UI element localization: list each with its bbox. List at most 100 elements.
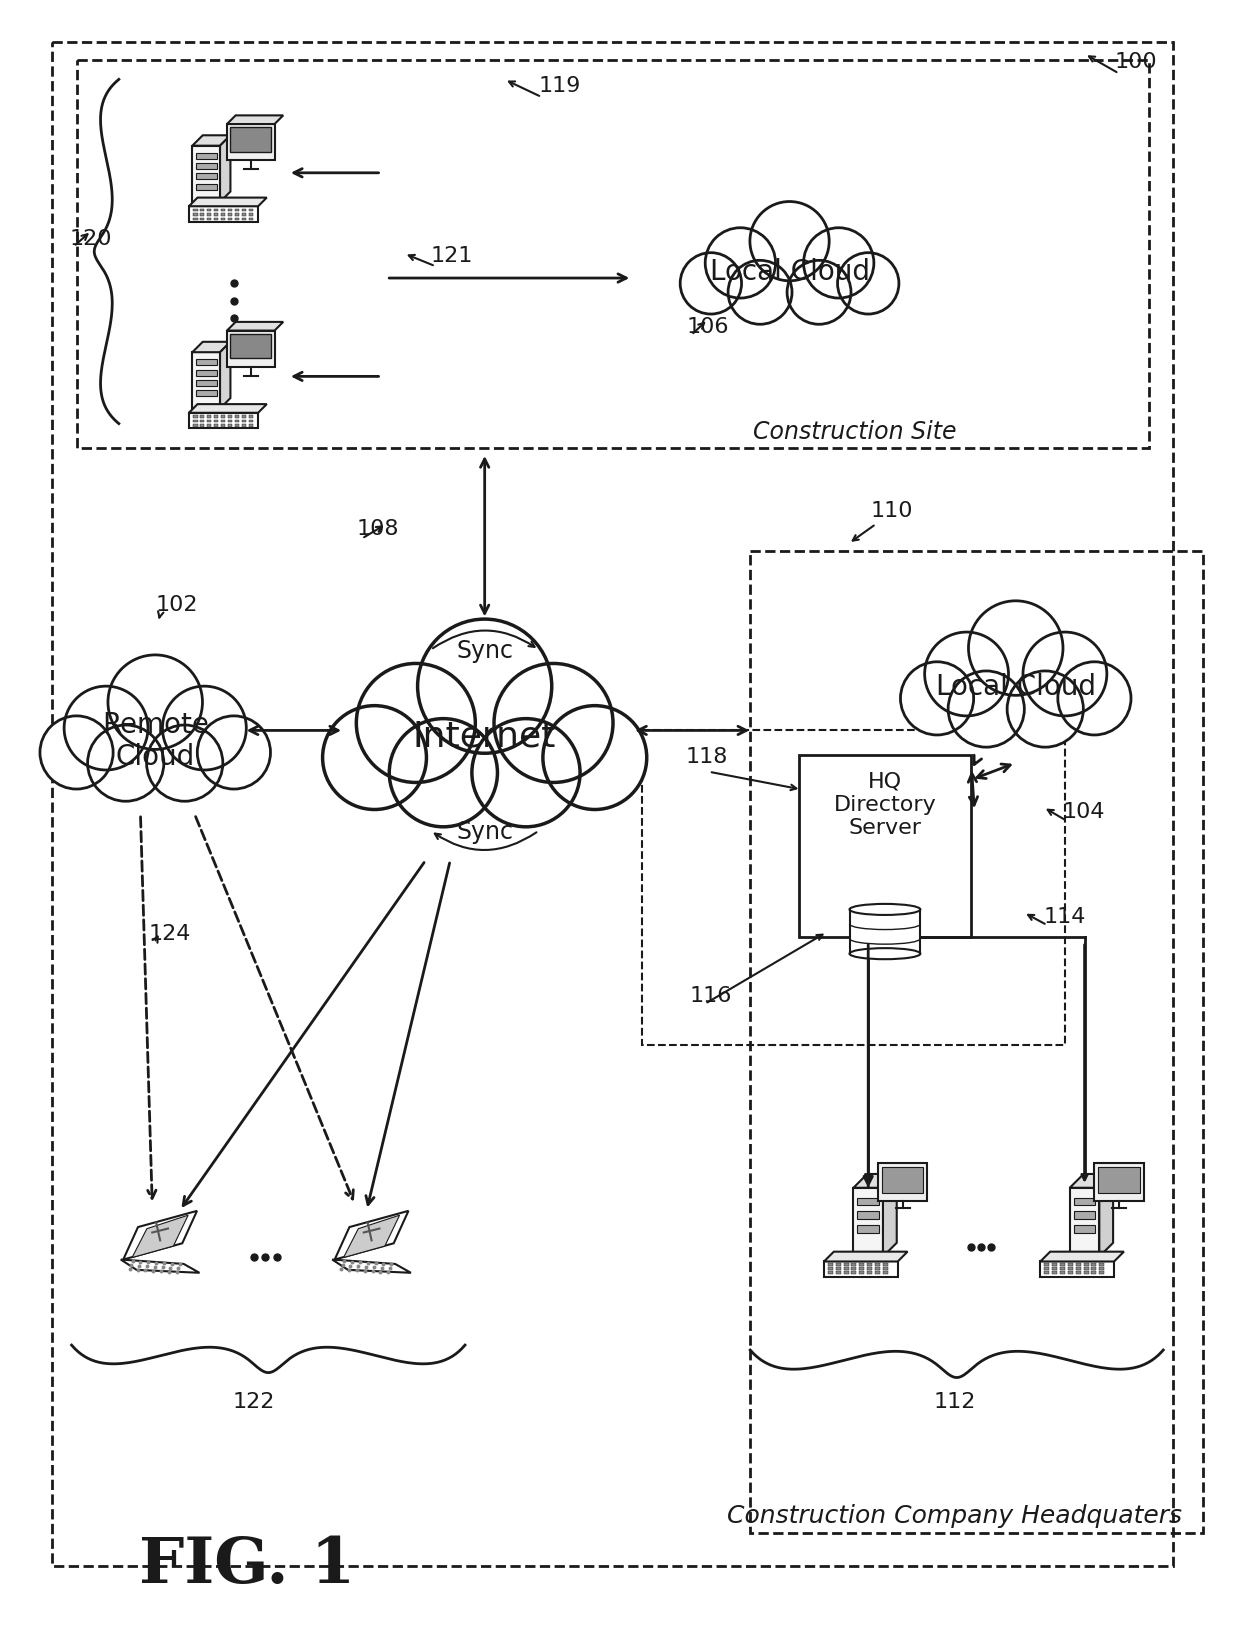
Circle shape	[322, 707, 427, 809]
FancyBboxPatch shape	[828, 1263, 833, 1266]
Text: Sync: Sync	[456, 819, 513, 844]
Circle shape	[356, 664, 475, 783]
FancyBboxPatch shape	[828, 1268, 833, 1271]
Text: Remote
Cloud: Remote Cloud	[102, 710, 208, 770]
FancyBboxPatch shape	[843, 1268, 848, 1271]
FancyBboxPatch shape	[193, 211, 197, 212]
Circle shape	[108, 656, 202, 751]
Circle shape	[968, 602, 1063, 695]
Ellipse shape	[849, 904, 920, 916]
FancyBboxPatch shape	[1060, 1271, 1065, 1275]
FancyBboxPatch shape	[1100, 1271, 1105, 1275]
Polygon shape	[192, 135, 231, 147]
Text: 106: 106	[686, 317, 729, 336]
Polygon shape	[219, 343, 231, 410]
FancyBboxPatch shape	[1099, 1167, 1140, 1193]
Text: Construction Company Headquaters: Construction Company Headquaters	[728, 1503, 1182, 1528]
FancyBboxPatch shape	[207, 421, 211, 423]
FancyBboxPatch shape	[1084, 1271, 1089, 1275]
FancyBboxPatch shape	[800, 756, 971, 937]
FancyBboxPatch shape	[221, 219, 226, 220]
FancyBboxPatch shape	[1074, 1198, 1095, 1206]
FancyBboxPatch shape	[867, 1271, 872, 1275]
FancyBboxPatch shape	[859, 1263, 864, 1266]
Text: Sync: Sync	[456, 638, 513, 663]
FancyBboxPatch shape	[248, 211, 253, 212]
Polygon shape	[853, 1175, 897, 1188]
FancyBboxPatch shape	[859, 1271, 864, 1275]
FancyBboxPatch shape	[1076, 1268, 1080, 1271]
FancyBboxPatch shape	[1084, 1268, 1089, 1271]
FancyBboxPatch shape	[242, 211, 246, 212]
Polygon shape	[823, 1252, 908, 1262]
Text: 124: 124	[149, 924, 191, 943]
Polygon shape	[188, 199, 267, 207]
Circle shape	[1007, 671, 1084, 747]
Text: 112: 112	[934, 1390, 976, 1412]
FancyBboxPatch shape	[1068, 1271, 1073, 1275]
FancyBboxPatch shape	[188, 207, 258, 222]
FancyBboxPatch shape	[1044, 1271, 1049, 1275]
FancyBboxPatch shape	[193, 416, 197, 419]
FancyBboxPatch shape	[227, 126, 274, 162]
FancyBboxPatch shape	[1070, 1188, 1100, 1257]
Circle shape	[787, 261, 851, 325]
FancyBboxPatch shape	[1068, 1263, 1073, 1266]
Polygon shape	[227, 323, 283, 331]
FancyBboxPatch shape	[248, 424, 253, 428]
FancyBboxPatch shape	[228, 214, 232, 217]
FancyBboxPatch shape	[200, 421, 205, 423]
FancyBboxPatch shape	[1052, 1271, 1056, 1275]
Circle shape	[900, 663, 973, 736]
Circle shape	[494, 664, 613, 783]
Text: HQ
Directory
Server: HQ Directory Server	[833, 772, 936, 837]
FancyBboxPatch shape	[193, 424, 197, 428]
FancyBboxPatch shape	[207, 424, 211, 428]
Polygon shape	[1100, 1175, 1114, 1257]
FancyBboxPatch shape	[196, 163, 217, 170]
Text: 104: 104	[1063, 801, 1105, 821]
Polygon shape	[133, 1216, 188, 1258]
FancyBboxPatch shape	[852, 1263, 857, 1266]
Text: 102: 102	[155, 596, 197, 615]
Text: Local Cloud: Local Cloud	[936, 672, 1096, 700]
FancyBboxPatch shape	[234, 211, 239, 212]
FancyBboxPatch shape	[1068, 1268, 1073, 1271]
FancyBboxPatch shape	[242, 421, 246, 423]
Text: Construction Site: Construction Site	[753, 419, 957, 444]
Polygon shape	[123, 1211, 197, 1260]
FancyBboxPatch shape	[859, 1268, 864, 1271]
FancyBboxPatch shape	[207, 219, 211, 220]
FancyBboxPatch shape	[207, 416, 211, 419]
FancyBboxPatch shape	[248, 421, 253, 423]
FancyBboxPatch shape	[207, 214, 211, 217]
Text: 110: 110	[870, 501, 913, 521]
FancyBboxPatch shape	[196, 153, 217, 160]
FancyBboxPatch shape	[234, 219, 239, 220]
FancyBboxPatch shape	[852, 1268, 857, 1271]
Text: 121: 121	[430, 246, 472, 266]
FancyBboxPatch shape	[227, 331, 274, 367]
FancyBboxPatch shape	[200, 219, 205, 220]
Text: 108: 108	[357, 519, 399, 539]
FancyBboxPatch shape	[242, 416, 246, 419]
Polygon shape	[192, 343, 231, 353]
Polygon shape	[332, 1260, 410, 1273]
Polygon shape	[227, 116, 283, 126]
FancyBboxPatch shape	[196, 392, 217, 397]
FancyBboxPatch shape	[857, 1226, 879, 1234]
FancyBboxPatch shape	[192, 147, 219, 202]
Circle shape	[40, 716, 113, 790]
FancyBboxPatch shape	[867, 1268, 872, 1271]
FancyBboxPatch shape	[843, 1271, 848, 1275]
FancyBboxPatch shape	[836, 1263, 841, 1266]
Circle shape	[1023, 633, 1107, 716]
FancyBboxPatch shape	[875, 1271, 880, 1275]
Circle shape	[64, 687, 148, 770]
Text: 119: 119	[538, 77, 582, 96]
FancyBboxPatch shape	[215, 219, 218, 220]
FancyBboxPatch shape	[1044, 1268, 1049, 1271]
FancyBboxPatch shape	[1044, 1263, 1049, 1266]
Text: 122: 122	[232, 1390, 275, 1412]
FancyBboxPatch shape	[196, 184, 217, 191]
